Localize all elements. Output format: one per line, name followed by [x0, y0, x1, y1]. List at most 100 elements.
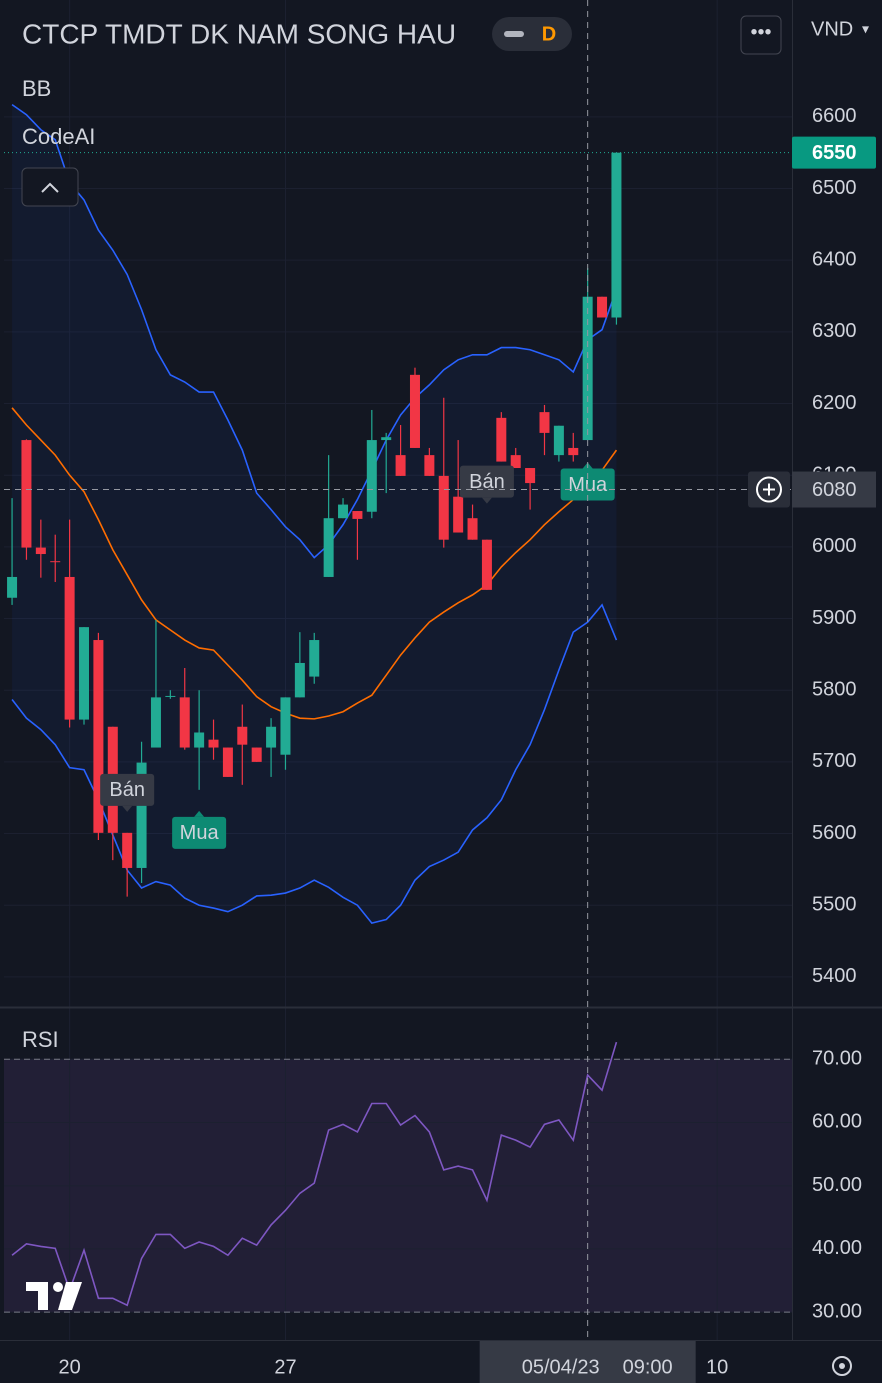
rsi-tick-label: 40.00 [812, 1237, 862, 1259]
candle-body [381, 437, 392, 441]
candle-body [409, 374, 420, 448]
rsi-title: RSI [22, 1027, 59, 1052]
y-tick-label: 6300 [812, 320, 857, 342]
candle-body [338, 504, 349, 519]
bb-line [11, 407, 618, 720]
candle-body [352, 511, 363, 519]
candle-body [280, 697, 291, 755]
candle-body [553, 425, 564, 456]
signal-label: Mua [180, 822, 220, 844]
candle-body [438, 475, 449, 540]
y-tick-label: 6200 [812, 392, 857, 414]
candle-body [467, 518, 478, 540]
candle-body [165, 695, 176, 697]
currency[interactable]: VND [811, 18, 853, 40]
rsi-tick-label: 60.00 [812, 1111, 862, 1133]
candle-body [424, 455, 435, 476]
currency-caret: ▾ [862, 21, 869, 37]
plot [7, 103, 622, 1307]
settings-icon[interactable] [832, 1356, 852, 1376]
candle-body [179, 697, 190, 748]
last-price-tag [792, 136, 876, 169]
bb-line [11, 103, 618, 559]
candle-body [395, 455, 406, 476]
x-tick-label: 10 [706, 1356, 728, 1378]
y-tick-label: 5700 [812, 750, 857, 772]
crosshair-time-tag [479, 1341, 696, 1383]
more-button[interactable] [740, 15, 782, 55]
candle-body [481, 539, 492, 590]
candle-body [150, 697, 161, 748]
candle-body [611, 152, 622, 318]
candle-body [510, 455, 521, 469]
candle-body [251, 747, 262, 762]
last-price-label: 6550 [812, 142, 857, 164]
candle-body [194, 732, 205, 748]
collapse-button[interactable] [21, 167, 79, 207]
bb-fill [12, 104, 617, 924]
y-tick-label: 5800 [812, 678, 857, 700]
candle-body [64, 576, 75, 720]
candle-body [309, 640, 320, 677]
crosshair-time: 09:00 [623, 1356, 673, 1378]
signal-label: Bán [469, 471, 505, 493]
crosshair-price-tag [792, 471, 876, 508]
rsi-tick-label: 30.00 [812, 1300, 862, 1322]
candle-body [266, 726, 277, 748]
candle-body [79, 627, 90, 720]
y-tick-label: 5600 [812, 822, 857, 844]
rsi-line [11, 1041, 618, 1307]
y-tick-label: 6500 [812, 177, 857, 199]
x-tick-label: 27 [274, 1356, 296, 1378]
rsi-tick-label: 70.00 [812, 1048, 862, 1070]
crosshair-date: 05/04/23 [522, 1356, 600, 1378]
signal-label: Bán [109, 779, 145, 801]
candle-body [237, 726, 248, 745]
crosshair-price-label: 6080 [812, 479, 857, 501]
candle-body [21, 440, 32, 548]
candle-body [50, 561, 61, 563]
signal-pointer [122, 805, 133, 812]
y-tick-label: 6000 [812, 535, 857, 557]
y-tick-label: 5900 [812, 607, 857, 629]
collapse-icon [41, 182, 59, 193]
logo [26, 1282, 82, 1310]
signal-pointer [481, 497, 492, 504]
candle-body [496, 417, 507, 462]
candle-body [539, 412, 550, 433]
candle-body [597, 296, 608, 318]
interval-badge[interactable] [492, 17, 572, 51]
signal-box [100, 773, 155, 806]
rsi-tick-label: 50.00 [812, 1174, 862, 1196]
x-tick-label: 20 [58, 1356, 80, 1378]
candle-body [323, 518, 334, 577]
y-tick-label: 5500 [812, 894, 857, 916]
add-alert-icon [756, 476, 782, 503]
candle-body [453, 496, 464, 533]
y-tick-label: 6600 [812, 105, 857, 127]
indicator-legend: BB [22, 76, 51, 101]
candle-body [208, 739, 219, 748]
candle-body [222, 747, 233, 777]
candle-body [35, 547, 46, 555]
y-tick-label: 6400 [812, 248, 857, 270]
candle-body [122, 832, 133, 868]
signal-box [172, 816, 227, 849]
grid [4, 0, 792, 1340]
candle-body [7, 576, 18, 598]
signal-pointer [194, 810, 205, 817]
interval-label: D [542, 23, 556, 45]
candle-body [136, 762, 147, 868]
candle-body [366, 440, 377, 512]
candle-body [294, 662, 305, 698]
candle-body [568, 447, 579, 456]
candle-body [93, 640, 104, 833]
indicator-legend: CodeAI [22, 124, 95, 149]
candle-body [525, 468, 536, 484]
add-alert-plus [763, 483, 775, 496]
symbol-title: CTCP TMDT DK NAM SONG HAU [22, 18, 456, 49]
y-tick-label: 5400 [812, 965, 857, 987]
more-icon: ••• [750, 21, 771, 43]
